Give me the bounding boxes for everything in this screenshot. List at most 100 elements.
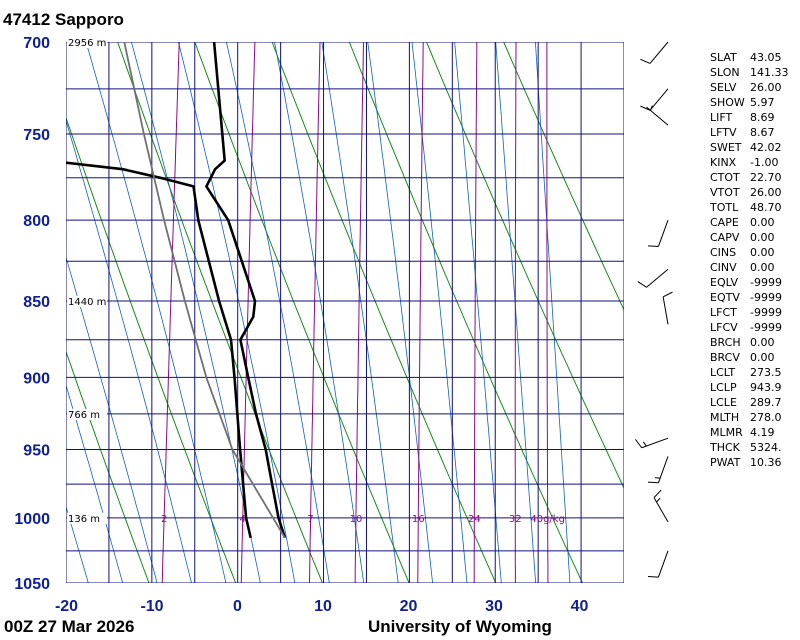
index-row: LCLP 943.9 bbox=[710, 380, 789, 395]
grid-lines bbox=[66, 42, 624, 583]
pressure-tick-label: 900 bbox=[23, 370, 50, 387]
wind-barb-staff bbox=[657, 550, 669, 578]
index-row: LCLE 289.7 bbox=[710, 395, 789, 410]
dry-adiabat-line bbox=[348, 42, 584, 583]
wind-barb-flag bbox=[637, 281, 647, 288]
index-value: 278.0 bbox=[750, 411, 782, 424]
height-label: 2956 m bbox=[68, 38, 106, 49]
wind-barb-flag bbox=[640, 58, 651, 64]
pressure-tick-label: 1000 bbox=[14, 511, 50, 528]
wind-barb bbox=[647, 550, 669, 578]
dry-adiabats bbox=[66, 42, 624, 583]
index-value: 0.00 bbox=[750, 246, 775, 259]
index-value: 943.9 bbox=[750, 381, 782, 394]
index-row: LFTV 8.67 bbox=[710, 125, 789, 140]
pressure-tick-label: 1050 bbox=[14, 576, 50, 593]
wind-barb-staff bbox=[646, 106, 669, 126]
mixing-ratio-label: 40g/kg bbox=[530, 514, 565, 525]
index-value: -9999 bbox=[750, 321, 782, 334]
index-name: BRCV bbox=[710, 351, 740, 364]
index-row: TOTL 48.70 bbox=[710, 200, 789, 215]
moist-adiabat-line bbox=[495, 42, 537, 583]
index-name: SLON bbox=[710, 66, 740, 79]
index-row: MLTH 278.0 bbox=[710, 410, 789, 425]
wind-barb-flag bbox=[662, 291, 673, 298]
wind-barb bbox=[646, 105, 669, 126]
temperature-tick-label: 30 bbox=[485, 598, 503, 615]
mixing-ratio-lines bbox=[161, 42, 549, 583]
index-name: VTOT bbox=[710, 186, 740, 199]
index-name: LFCT bbox=[710, 306, 737, 319]
index-value: 289.7 bbox=[750, 396, 782, 409]
wind-barb-flag bbox=[635, 439, 643, 449]
pressure-tick-label: 700 bbox=[23, 35, 50, 52]
index-value: 42.02 bbox=[750, 141, 782, 154]
index-row: LFCT -9999 bbox=[710, 305, 789, 320]
index-name: LCLE bbox=[710, 396, 737, 409]
index-row: SHOW 5.97 bbox=[710, 95, 789, 110]
moist-adiabat-line bbox=[274, 42, 365, 583]
index-value: 43.05 bbox=[750, 51, 782, 64]
index-value: -9999 bbox=[750, 276, 782, 289]
wind-barb-staff bbox=[653, 497, 669, 523]
mixing-ratio-line bbox=[354, 42, 364, 583]
wind-barb-half-flag bbox=[656, 497, 661, 503]
index-value: 8.69 bbox=[750, 111, 775, 124]
index-row: THCK 5324. bbox=[710, 440, 789, 455]
index-value: 26.00 bbox=[750, 81, 782, 94]
moist-adiabat-line bbox=[177, 42, 296, 583]
temperature-tick-label: 10 bbox=[314, 598, 332, 615]
dewpoint-profile bbox=[66, 161, 252, 539]
wind-barb-flag bbox=[653, 489, 662, 498]
index-name: CAPV bbox=[710, 231, 740, 244]
index-row: VTOT 26.00 bbox=[710, 185, 789, 200]
moist-adiabats bbox=[66, 42, 571, 583]
index-row: SWET 42.02 bbox=[710, 140, 789, 155]
index-value: 141.33 bbox=[750, 66, 789, 79]
parcel-path bbox=[123, 42, 286, 539]
mixing-ratio-label: 32 bbox=[509, 514, 522, 525]
index-row: EQTV -9999 bbox=[710, 290, 789, 305]
index-name: BRCH bbox=[710, 336, 741, 349]
index-name: TOTL bbox=[710, 201, 739, 214]
height-label-bg bbox=[67, 512, 107, 524]
station-title: 47412 Sapporo bbox=[3, 10, 124, 29]
index-name: LCLT bbox=[710, 366, 736, 379]
moist-adiabat-line bbox=[321, 42, 399, 583]
index-name: LCLP bbox=[710, 381, 737, 394]
index-row: CINV 0.00 bbox=[710, 260, 789, 275]
sounding-indices: SLAT 43.05 SLON 141.33 SELV 26.00 SHOW 5.97 LIFT… bbox=[710, 50, 789, 470]
wind-barb-staff bbox=[662, 296, 669, 325]
index-row: SELV 26.00 bbox=[710, 80, 789, 95]
pressure-tick-label: 750 bbox=[23, 127, 50, 144]
wind-barb bbox=[653, 489, 669, 523]
moist-adiabat-line bbox=[225, 42, 330, 583]
mixing-ratio-line bbox=[546, 42, 549, 583]
height-label-bg bbox=[67, 37, 107, 48]
mixing-ratio-line bbox=[473, 42, 478, 583]
index-value: 26.00 bbox=[750, 186, 782, 199]
mixing-ratio-line bbox=[417, 42, 424, 583]
pressure-tick-label: 850 bbox=[23, 294, 50, 311]
index-value: 4.19 bbox=[750, 426, 775, 439]
index-name: LFCV bbox=[710, 321, 738, 334]
wind-barb-staff bbox=[646, 268, 669, 288]
index-row: CAPV 0.00 bbox=[710, 230, 789, 245]
wind-barb-staff bbox=[641, 437, 669, 449]
index-row: BRCV 0.00 bbox=[710, 350, 789, 365]
height-label-bg bbox=[67, 296, 107, 308]
index-row: BRCH 0.00 bbox=[710, 335, 789, 350]
dry-adiabat-line bbox=[503, 42, 624, 311]
index-row: MLMR 4.19 bbox=[710, 425, 789, 440]
wind-barb-flag bbox=[640, 105, 651, 111]
index-name: MLMR bbox=[710, 426, 743, 439]
wind-barb bbox=[662, 291, 673, 325]
index-value: 5.97 bbox=[750, 96, 775, 109]
index-name: CINS bbox=[710, 246, 737, 259]
dry-adiabat-line bbox=[271, 42, 497, 583]
mixing-ratio-line bbox=[308, 42, 321, 583]
wind-barb-flag bbox=[647, 481, 659, 484]
index-row: CTOT 22.70 bbox=[710, 170, 789, 185]
mixing-ratio-label: 24 bbox=[468, 514, 481, 525]
